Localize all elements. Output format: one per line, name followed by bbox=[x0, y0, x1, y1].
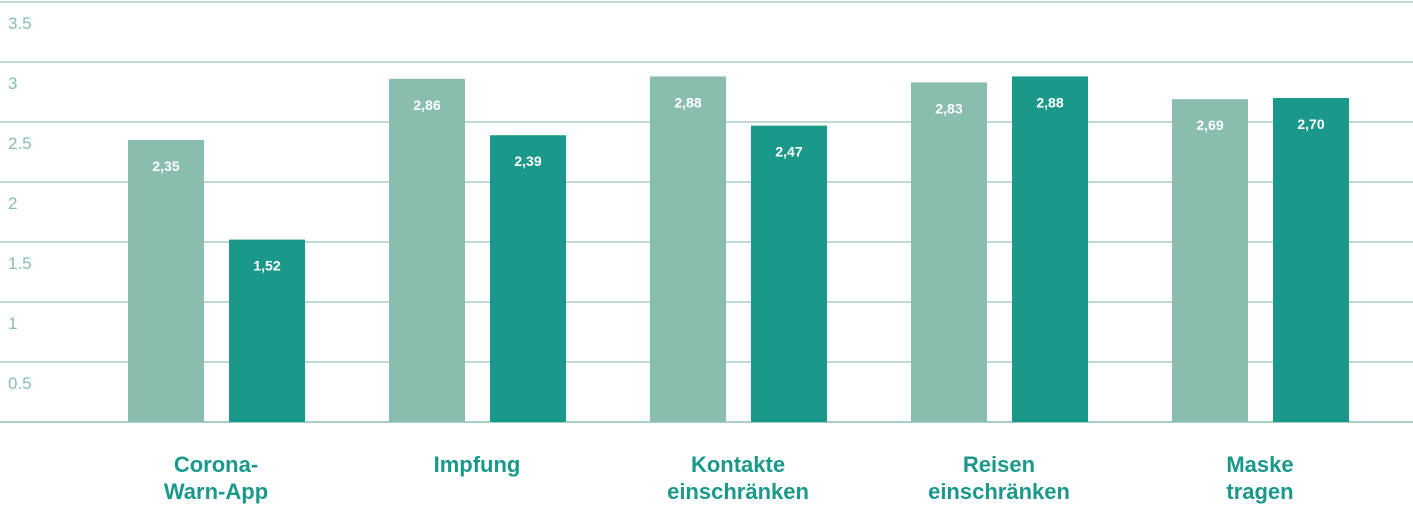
value-label: 2,83 bbox=[935, 100, 962, 116]
y-tick-label: 3 bbox=[8, 74, 17, 93]
bar bbox=[229, 239, 305, 422]
y-tick-label: 1.5 bbox=[8, 254, 32, 273]
value-label: 2,69 bbox=[1196, 117, 1223, 133]
value-label: 2,39 bbox=[514, 153, 541, 169]
x-tick-label: Impfung bbox=[434, 452, 521, 477]
x-tick-label: Maske tragen bbox=[1226, 452, 1293, 504]
value-label: 2,88 bbox=[1036, 94, 1063, 110]
value-label: 2,86 bbox=[413, 97, 440, 113]
bar bbox=[1012, 76, 1088, 423]
value-label: 2,35 bbox=[152, 158, 179, 174]
bar bbox=[1273, 98, 1349, 422]
bar bbox=[128, 140, 204, 422]
value-label: 2,88 bbox=[674, 94, 701, 110]
x-tick-label: Kontakte einschränken bbox=[667, 452, 809, 504]
bar bbox=[389, 78, 465, 423]
x-tick-label: Corona-Warn-App bbox=[164, 452, 268, 504]
y-tick-label: 2 bbox=[8, 194, 17, 213]
y-tick-label: 3.5 bbox=[8, 14, 32, 33]
y-tick-label: 2.5 bbox=[8, 134, 32, 153]
value-label: 2,70 bbox=[1297, 116, 1324, 132]
value-label: 2,47 bbox=[775, 144, 802, 160]
bar bbox=[650, 76, 726, 423]
bar bbox=[1172, 99, 1248, 422]
value-label: 1,52 bbox=[253, 258, 280, 274]
y-tick-label: 1 bbox=[8, 314, 17, 333]
x-tick-label: Reisen einschränken bbox=[928, 452, 1070, 504]
bar bbox=[490, 135, 566, 422]
bar bbox=[751, 125, 827, 422]
y-tick-label: 0.5 bbox=[8, 374, 32, 393]
bar bbox=[911, 82, 987, 423]
